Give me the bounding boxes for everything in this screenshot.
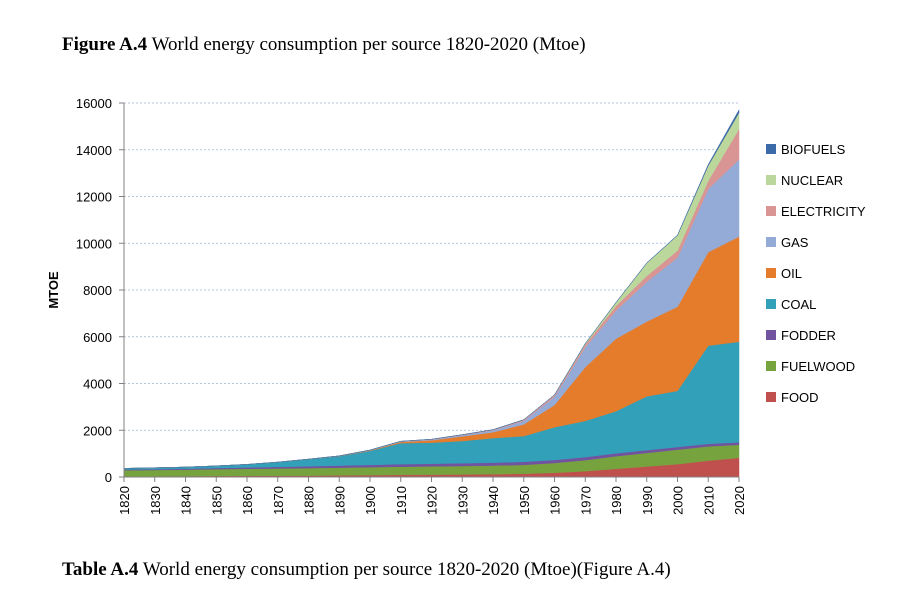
area-biofuels: [123, 108, 740, 469]
legend-swatch-fuelwood: [766, 361, 776, 371]
legend-label-electricity: ELECTRICITY: [781, 204, 866, 219]
y-tick-label: 8000: [83, 283, 112, 298]
legend-swatch-food: [766, 392, 776, 402]
y-axis-label: MTOE: [46, 271, 61, 309]
x-tick-label: 1860: [240, 486, 255, 515]
legend-swatch-electricity: [766, 206, 776, 216]
y-tick-label: 4000: [83, 377, 112, 392]
legend-label-gas: GAS: [781, 235, 809, 250]
legend-label-biofuels: BIOFUELS: [781, 142, 846, 157]
legend: BIOFUELS NUCLEAR ELECTRICITY GAS OIL COAL FODD…: [766, 142, 866, 405]
legend-label-food: FOOD: [781, 390, 819, 405]
x-tick-labels: 1820 1830 1840 1850 1860 1870 1880 1890 1900 1910…: [117, 486, 747, 515]
y-tick-label: 12000: [76, 190, 112, 205]
legend-label-fodder: FODDER: [781, 328, 836, 343]
y-tick-label: 14000: [76, 143, 112, 158]
y-tick-labels: 0 2000 4000 6000 8000 10000 12000 14000 16000: [76, 96, 112, 485]
x-tick-label: 2020: [732, 486, 747, 515]
figure-caption-text: World energy consumption per source 1820…: [151, 34, 586, 55]
y-tick-label: 6000: [83, 330, 112, 345]
x-tick-label: 1940: [486, 486, 501, 515]
x-tick-label: 1950: [517, 486, 532, 515]
legend-label-fuelwood: FUELWOOD: [781, 359, 855, 374]
y-tick-label: 10000: [76, 236, 112, 251]
legend-label-oil: OIL: [781, 266, 802, 281]
x-tick-label: 1920: [425, 486, 440, 515]
x-tick-label: 1980: [609, 486, 624, 515]
x-tick-label: 1960: [548, 486, 563, 515]
legend-swatch-fodder: [766, 330, 776, 340]
y-tick-label: 0: [105, 470, 112, 485]
x-tick-label: 1850: [209, 486, 224, 515]
x-tick-label: 1910: [394, 486, 409, 515]
legend-swatch-nuclear: [766, 175, 776, 185]
legend-label-coal: COAL: [781, 297, 816, 312]
x-tick-label: 1880: [302, 486, 317, 515]
x-tick-label: 1990: [640, 486, 655, 515]
y-tick-label: 16000: [76, 96, 112, 111]
figure-caption: Figure A.4 World energy consumption per …: [62, 34, 586, 56]
y-tick-label: 2000: [83, 423, 112, 438]
legend-swatch-coal: [766, 299, 776, 309]
x-tick-label: 2010: [701, 486, 716, 515]
legend-swatch-biofuels: [766, 144, 776, 154]
x-tick-label: 1840: [179, 486, 194, 515]
x-tick-label: 1930: [455, 486, 470, 515]
x-tick-label: 1820: [117, 486, 132, 515]
stacked-areas: [123, 108, 740, 478]
x-tick-label: 1870: [271, 486, 286, 515]
x-tick-label: 2000: [671, 486, 686, 515]
figure-caption-label: Figure A.4: [62, 34, 148, 55]
legend-swatch-oil: [766, 268, 776, 278]
x-tick-label: 1890: [332, 486, 347, 515]
legend-label-nuclear: NUCLEAR: [781, 173, 843, 188]
table-caption-label: Table A.4: [62, 559, 139, 580]
x-tick-label: 1900: [363, 486, 378, 515]
axes: [119, 102, 740, 482]
x-tick-label: 1830: [148, 486, 163, 515]
table-caption-text: World energy consumption per source 1820…: [142, 559, 671, 580]
table-caption: Table A.4 World energy consumption per s…: [62, 559, 671, 581]
x-tick-label: 1970: [578, 486, 593, 515]
legend-swatch-gas: [766, 237, 776, 247]
